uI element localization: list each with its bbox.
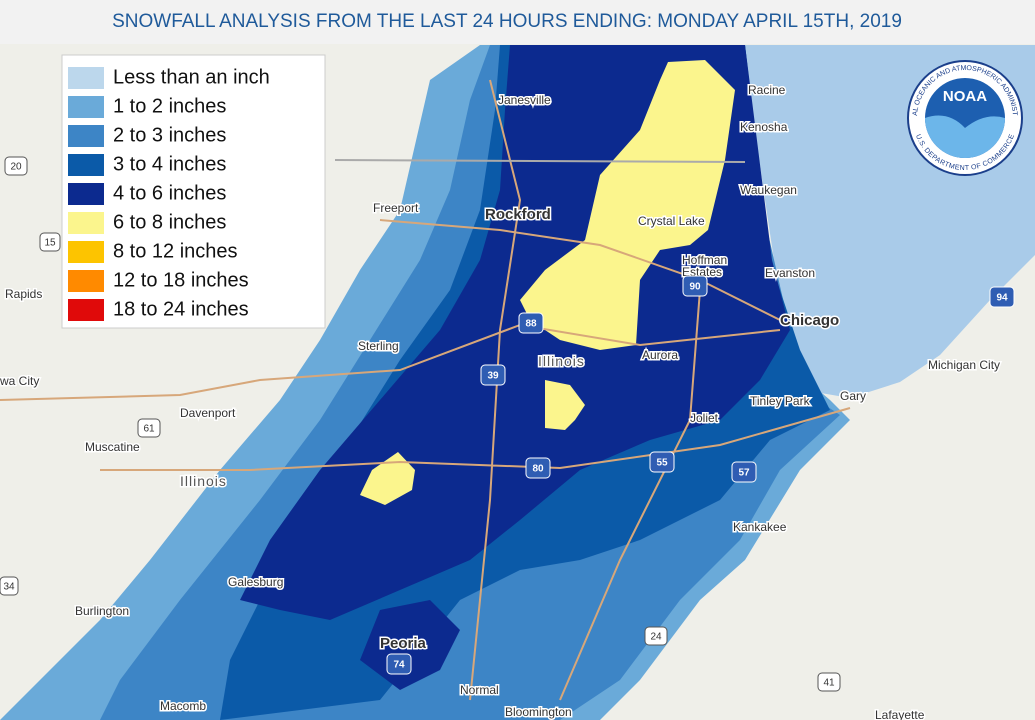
shield-label: 24	[650, 632, 662, 643]
legend-box	[61, 54, 326, 329]
interstate-shield: 90	[682, 275, 708, 297]
interstate-shield: 94	[989, 286, 1015, 308]
city-label: Aurora	[642, 348, 678, 362]
city-label: Rapids	[5, 287, 42, 301]
city-label: wa City	[0, 374, 39, 388]
city-label: Evanston	[765, 266, 815, 280]
legend-swatch	[68, 125, 104, 147]
us-shield: 20	[4, 156, 28, 176]
legend-swatch	[68, 154, 104, 176]
legend-label: 18 to 24 inches	[113, 298, 249, 320]
city-label: Hoffman	[682, 253, 727, 267]
city-label: Kenosha	[740, 120, 788, 134]
shield-label: 20	[10, 162, 22, 173]
legend-label: 4 to 6 inches	[113, 182, 226, 204]
legend-label: 8 to 12 inches	[113, 240, 238, 262]
city-label: Peoria	[380, 635, 427, 652]
shield-label: 41	[823, 678, 835, 689]
shield-label: 74	[393, 660, 405, 671]
interstate-shield: 88	[518, 312, 544, 334]
city-label: Racine	[748, 83, 786, 97]
legend-label: 12 to 18 inches	[113, 269, 249, 291]
shield-label: 88	[525, 319, 537, 330]
legend-swatch	[68, 270, 104, 292]
us-shield: 61	[137, 418, 161, 438]
legend-swatch	[68, 96, 104, 118]
shield-label: 94	[996, 293, 1008, 304]
city-label: Muscatine	[85, 440, 140, 454]
city-label: Bloomington	[505, 705, 572, 719]
legend-label: 1 to 2 inches	[113, 95, 226, 117]
state-border	[334, 159, 746, 163]
shield-label: 61	[143, 424, 155, 435]
cities: Janesville Racine Kenosha Waukegan Freep…	[0, 82, 1002, 720]
city-label: Joliet	[690, 411, 719, 425]
logo-name: NOAA	[943, 88, 987, 105]
legend-label: 3 to 4 inches	[113, 153, 226, 175]
snow-area	[360, 600, 460, 690]
shield-label: 57	[738, 468, 750, 479]
city-label: Macomb	[160, 699, 206, 713]
snow-area	[545, 380, 585, 430]
legend-label: 2 to 3 inches	[113, 124, 226, 146]
city-label: Rockford	[485, 206, 551, 223]
interstate-shield: 80	[525, 457, 551, 479]
city-label: Gary	[840, 389, 866, 403]
us-shield: 34	[0, 576, 19, 596]
title: SNOWFALL ANALYSIS FROM THE LAST 24 HOURS…	[112, 11, 902, 32]
city-label: Michigan City	[928, 358, 1000, 372]
city-label: Burlington	[75, 604, 129, 618]
shield-label: 34	[3, 582, 15, 593]
city-label: Galesburg	[228, 575, 283, 589]
snow-area	[520, 60, 735, 350]
us-shield: 24	[644, 626, 668, 646]
interstate-shield: 57	[731, 461, 757, 483]
snow-area	[360, 452, 415, 505]
interstate-shield: 74	[386, 653, 412, 675]
shield-label: 90	[689, 282, 701, 293]
title-bar	[0, 0, 1035, 44]
us-shield: 15	[39, 232, 61, 252]
us-shield: 41	[817, 672, 841, 692]
city-label: Crystal Lake	[638, 214, 705, 228]
interstate-shield: 39	[480, 364, 506, 386]
shield-label: 55	[656, 458, 668, 469]
city-label: Normal	[460, 683, 499, 697]
city-label: Janesville	[498, 93, 551, 107]
legend-label: Less than an inch	[113, 66, 270, 88]
road	[0, 79, 851, 701]
city-label: Kankakee	[733, 520, 787, 534]
state-label: Illinois	[538, 353, 585, 369]
shield-label: 15	[44, 238, 56, 249]
legend-swatch	[68, 183, 104, 205]
city-label: Sterling	[358, 339, 399, 353]
city-label: Davenport	[180, 406, 236, 420]
shields: 20 15 61 88 90 94 39 80 55 57 74 24 41 3…	[0, 156, 1015, 692]
legend-swatch	[68, 299, 104, 321]
city-label: Freeport	[373, 201, 419, 215]
legend-label: 6 to 8 inches	[113, 211, 226, 233]
legend-swatch	[68, 212, 104, 234]
shield-label: 39	[487, 371, 499, 382]
city-label: Chicago	[780, 312, 839, 329]
city-label: Lafayette	[875, 708, 925, 720]
legend-swatch	[68, 241, 104, 263]
city-label: Tinley Park	[750, 394, 811, 408]
city-label: Waukegan	[740, 183, 797, 197]
legend: Less than an inch 1 to 2 inches 2 to 3 inc…	[68, 66, 270, 321]
state-label: Illinois	[180, 473, 227, 489]
legend-swatch	[68, 67, 104, 89]
shield-label: 80	[532, 464, 544, 475]
interstate-shield: 55	[649, 451, 675, 473]
